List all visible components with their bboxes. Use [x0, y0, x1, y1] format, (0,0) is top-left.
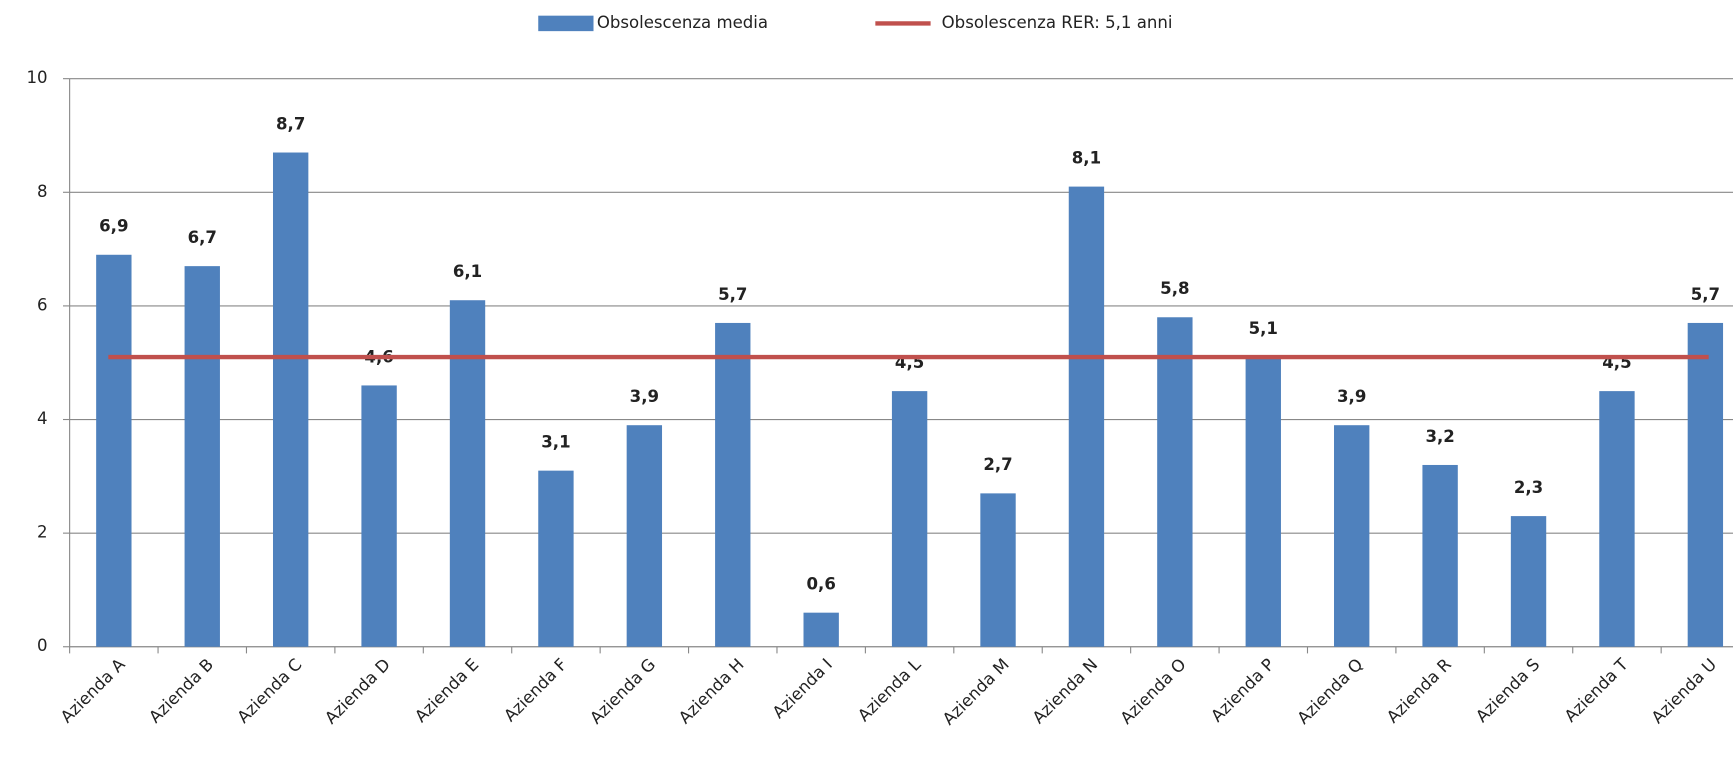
bar — [1422, 464, 1458, 647]
x-tick-label: Azienda G — [586, 655, 659, 728]
bar — [96, 254, 132, 647]
x-tick-label: Azienda M — [939, 655, 1013, 729]
y-tick-label: 8 — [37, 182, 48, 201]
value-label: 5,7 — [1691, 285, 1720, 304]
bar — [1157, 317, 1193, 647]
bar — [1068, 186, 1105, 647]
y-tick-label: 4 — [37, 409, 48, 428]
bar — [184, 266, 220, 647]
x-tick-label: Azienda P — [1207, 655, 1278, 726]
x-tick-label: Azienda O — [1117, 655, 1190, 728]
bar — [803, 612, 839, 647]
bar — [1334, 425, 1370, 647]
value-label: 6,7 — [188, 228, 217, 247]
bar — [715, 322, 751, 647]
x-tick-label: Azienda T — [1561, 654, 1633, 726]
x-tick-label: Azienda H — [675, 655, 748, 728]
x-tick-label: Azienda R — [1383, 654, 1455, 726]
value-label: 6,1 — [453, 262, 482, 281]
bar — [361, 385, 397, 647]
x-tick-label: Azienda Q — [1294, 655, 1367, 728]
bar — [980, 493, 1016, 647]
x-tick-label: Azienda S — [1472, 655, 1543, 726]
x-tick-label: Azienda F — [500, 655, 571, 726]
legend-label: Obsolescenza media — [597, 13, 768, 32]
x-tick-label: Azienda B — [145, 655, 217, 727]
value-label: 3,9 — [1337, 387, 1366, 406]
x-tick-label: Azienda C — [234, 655, 306, 727]
value-label: 5,1 — [1249, 319, 1278, 338]
value-label: 6,9 — [99, 217, 128, 236]
y-tick-label: 6 — [37, 295, 48, 314]
bar — [1510, 516, 1547, 647]
y-tick-label: 10 — [26, 68, 47, 87]
x-tick-label: Azienda U — [1648, 655, 1720, 727]
value-label: 5,8 — [1160, 279, 1189, 298]
x-tick-label: Azienda D — [321, 655, 394, 728]
bar — [1687, 322, 1724, 647]
bar — [1245, 357, 1281, 647]
value-label: 3,9 — [630, 387, 659, 406]
value-label: 5,7 — [718, 285, 747, 304]
x-tick-label: Azienda N — [1029, 655, 1102, 728]
bar — [891, 391, 928, 647]
value-label: 3,2 — [1425, 427, 1454, 446]
value-label: 8,1 — [1072, 148, 1101, 167]
y-tick-label: 0 — [37, 636, 48, 655]
value-label: 2,3 — [1514, 478, 1543, 497]
x-tick-label: Azienda A — [57, 654, 129, 726]
value-label: 2,7 — [983, 455, 1012, 474]
bar — [1599, 391, 1635, 647]
bar — [272, 152, 309, 647]
bar — [449, 300, 486, 647]
value-label: 0,6 — [807, 575, 836, 594]
x-tick-label: Azienda L — [854, 654, 925, 725]
value-label: 3,1 — [541, 433, 570, 452]
x-tick-label: Azienda E — [411, 655, 482, 726]
legend-swatch — [538, 15, 594, 32]
y-tick-label: 2 — [37, 523, 48, 542]
value-label: 8,7 — [276, 114, 305, 133]
x-tick-label: Azienda I — [769, 655, 836, 722]
legend-label: Obsolescenza RER: 5,1 anni — [942, 13, 1173, 32]
bar — [626, 425, 663, 647]
bar — [538, 470, 574, 647]
